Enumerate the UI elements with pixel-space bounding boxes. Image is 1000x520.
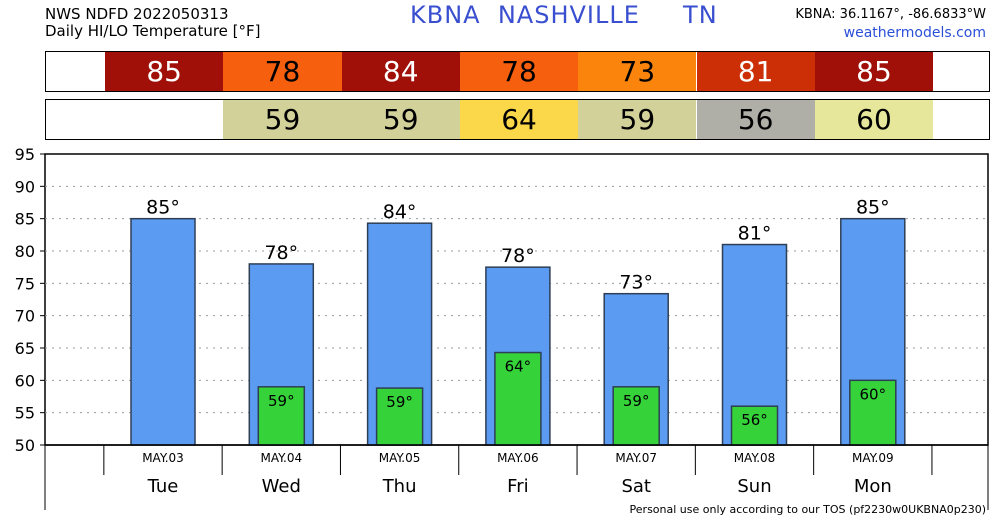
low-temp-label: 59° — [268, 392, 295, 410]
high-temp-label: 78° — [264, 242, 298, 264]
high-temp-label: 81° — [738, 223, 772, 245]
date-label: MAY.07 — [615, 451, 657, 465]
date-label: MAY.09 — [852, 451, 894, 465]
product-title: NWS NDFD 2022050313 — [45, 5, 229, 23]
lo-temp-cell-4: 59 — [578, 100, 697, 139]
high-temp-label: 85° — [856, 197, 890, 219]
low-temp-strip: 59 59 64 59 56 60 — [45, 99, 990, 140]
hi-temp-cell-0: 85 — [105, 52, 224, 91]
hi-temp-cell-3: 78 — [459, 52, 579, 91]
hi-temp-cell-1: 78 — [223, 52, 342, 91]
y-tick-label: 65 — [15, 339, 35, 358]
y-tick-label: 95 — [15, 145, 35, 164]
high-temp-label: 85° — [146, 197, 180, 219]
high-temp-label: 73° — [619, 272, 653, 294]
date-label: MAY.08 — [734, 451, 776, 465]
day-label: Thu — [382, 476, 417, 497]
lo-temp-cell-2: 59 — [341, 100, 460, 139]
low-temp-label: 59° — [623, 392, 650, 410]
low-temp-label: 59° — [386, 393, 413, 411]
lo-temp-cell-0 — [105, 100, 224, 139]
day-label: Sat — [621, 476, 651, 497]
low-temp-label: 56° — [741, 411, 768, 429]
y-tick-label: 90 — [15, 177, 35, 196]
hi-temp-cell-6: 85 — [814, 52, 934, 91]
high-temp-strip: 85 78 84 78 73 81 85 — [45, 51, 990, 92]
y-tick-label: 55 — [15, 404, 35, 423]
high-temp-label: 78° — [501, 245, 535, 267]
footer-note: Personal use only according to our TOS (… — [629, 503, 986, 516]
day-label: Tue — [147, 476, 179, 497]
hi-temp-cell-2: 84 — [341, 52, 460, 91]
y-tick-label: 70 — [15, 307, 35, 326]
site-link[interactable]: weathermodels.com — [843, 25, 986, 41]
hi-temp-cell-5: 81 — [696, 52, 815, 91]
lo-temp-cell-5: 56 — [696, 100, 815, 139]
day-label: Wed — [262, 476, 301, 497]
y-tick-label: 85 — [15, 210, 35, 229]
day-label: Sun — [737, 476, 771, 497]
date-label: MAY.03 — [142, 451, 184, 465]
low-temp-label: 64° — [505, 358, 532, 376]
y-tick-label: 75 — [15, 274, 35, 293]
lo-temp-cell-6: 60 — [814, 100, 934, 139]
chart-subtitle: Daily HI/LO Temperature [°F] — [45, 22, 261, 40]
date-label: MAY.04 — [260, 451, 302, 465]
day-label: Fri — [507, 476, 528, 497]
y-tick-label: 50 — [15, 436, 35, 455]
low-temp-label: 60° — [860, 385, 887, 403]
high-temp-bar — [130, 217, 196, 446]
y-tick-label: 60 — [15, 371, 35, 390]
date-label: MAY.05 — [379, 451, 421, 465]
lo-temp-cell-3: 64 — [459, 100, 579, 139]
y-tick-label: 80 — [15, 242, 35, 261]
date-label: MAY.06 — [497, 451, 539, 465]
high-temp-label: 84° — [383, 201, 417, 223]
low-temp-bar — [612, 386, 660, 446]
hi-temp-cell-4: 73 — [578, 52, 697, 91]
day-label: Mon — [854, 476, 892, 497]
station-name: KBNA NASHVILLE TN — [410, 1, 718, 29]
station-coordinates: KBNA: 36.1167°, -86.6833°W — [795, 7, 986, 22]
lo-temp-cell-1: 59 — [223, 100, 342, 139]
